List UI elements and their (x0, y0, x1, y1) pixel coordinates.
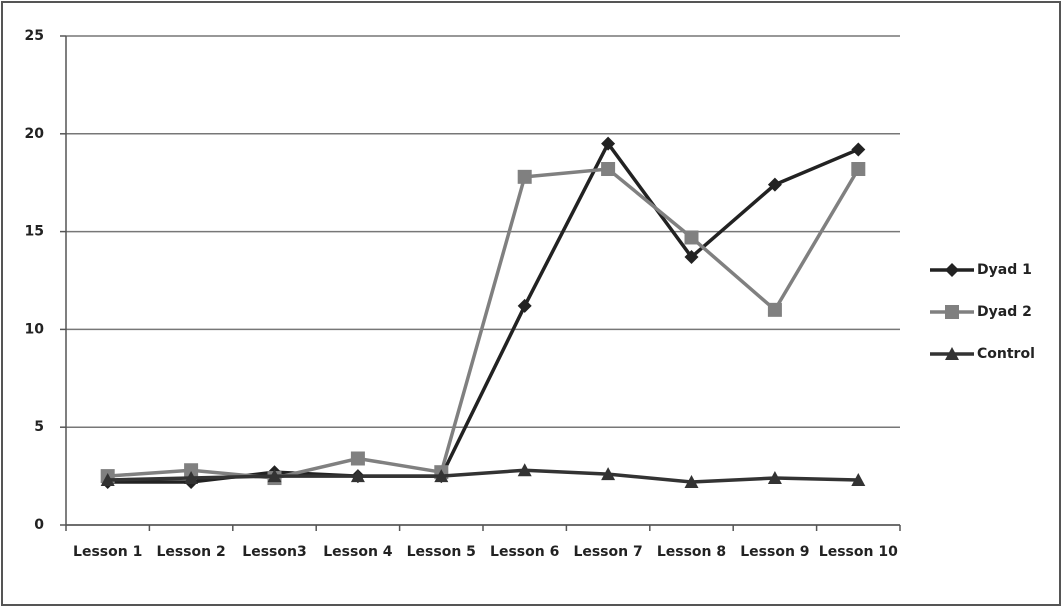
x-tick-label: Lesson 10 (819, 544, 898, 560)
point-marker (184, 471, 199, 485)
point-marker (184, 463, 199, 478)
point-marker (767, 471, 782, 485)
point-marker (517, 463, 532, 477)
y-tick-label: 15 (25, 224, 44, 240)
point-marker (434, 469, 449, 483)
x-tick-label: Lesson 2 (156, 544, 225, 560)
point-marker (684, 230, 699, 245)
point-marker (350, 469, 365, 483)
legend-label: Control (977, 346, 1035, 362)
point-marker (601, 136, 616, 151)
x-tick-label: Lesson 1 (73, 544, 142, 560)
point-marker (100, 473, 115, 487)
y-tick-label: 0 (34, 517, 44, 533)
legend-marker (945, 305, 959, 319)
y-tick-label: 5 (34, 419, 44, 435)
x-tick-label: Lesson 5 (407, 544, 476, 560)
point-marker (767, 302, 782, 317)
legend-label: Dyad 1 (977, 262, 1032, 278)
x-tick-label: Lesson 9 (740, 544, 809, 560)
x-tick-label: Lesson 7 (573, 544, 642, 560)
y-tick-label: 10 (25, 321, 45, 337)
point-marker (517, 169, 532, 184)
point-marker (767, 177, 782, 192)
legend-label: Dyad 2 (977, 304, 1032, 320)
point-marker (851, 162, 866, 177)
x-tick-label: Lesson 4 (323, 544, 393, 560)
point-marker (601, 467, 616, 481)
x-tick-label: Lesson 6 (490, 544, 559, 560)
point-marker (851, 473, 866, 487)
y-tick-label: 25 (25, 28, 44, 44)
series-line (107, 468, 859, 484)
point-marker (350, 451, 365, 466)
point-marker (851, 142, 866, 157)
point-marker (684, 250, 699, 265)
point-marker (517, 298, 532, 313)
legend-marker (945, 263, 959, 277)
point-marker (601, 162, 616, 177)
x-tick-label: Lesson3 (242, 544, 306, 560)
point-marker (684, 474, 699, 488)
x-tick-label: Lesson 8 (657, 544, 726, 560)
series-line (107, 167, 860, 480)
y-tick-label: 20 (25, 126, 45, 142)
point-marker (267, 469, 282, 483)
legend-marker (945, 347, 959, 360)
